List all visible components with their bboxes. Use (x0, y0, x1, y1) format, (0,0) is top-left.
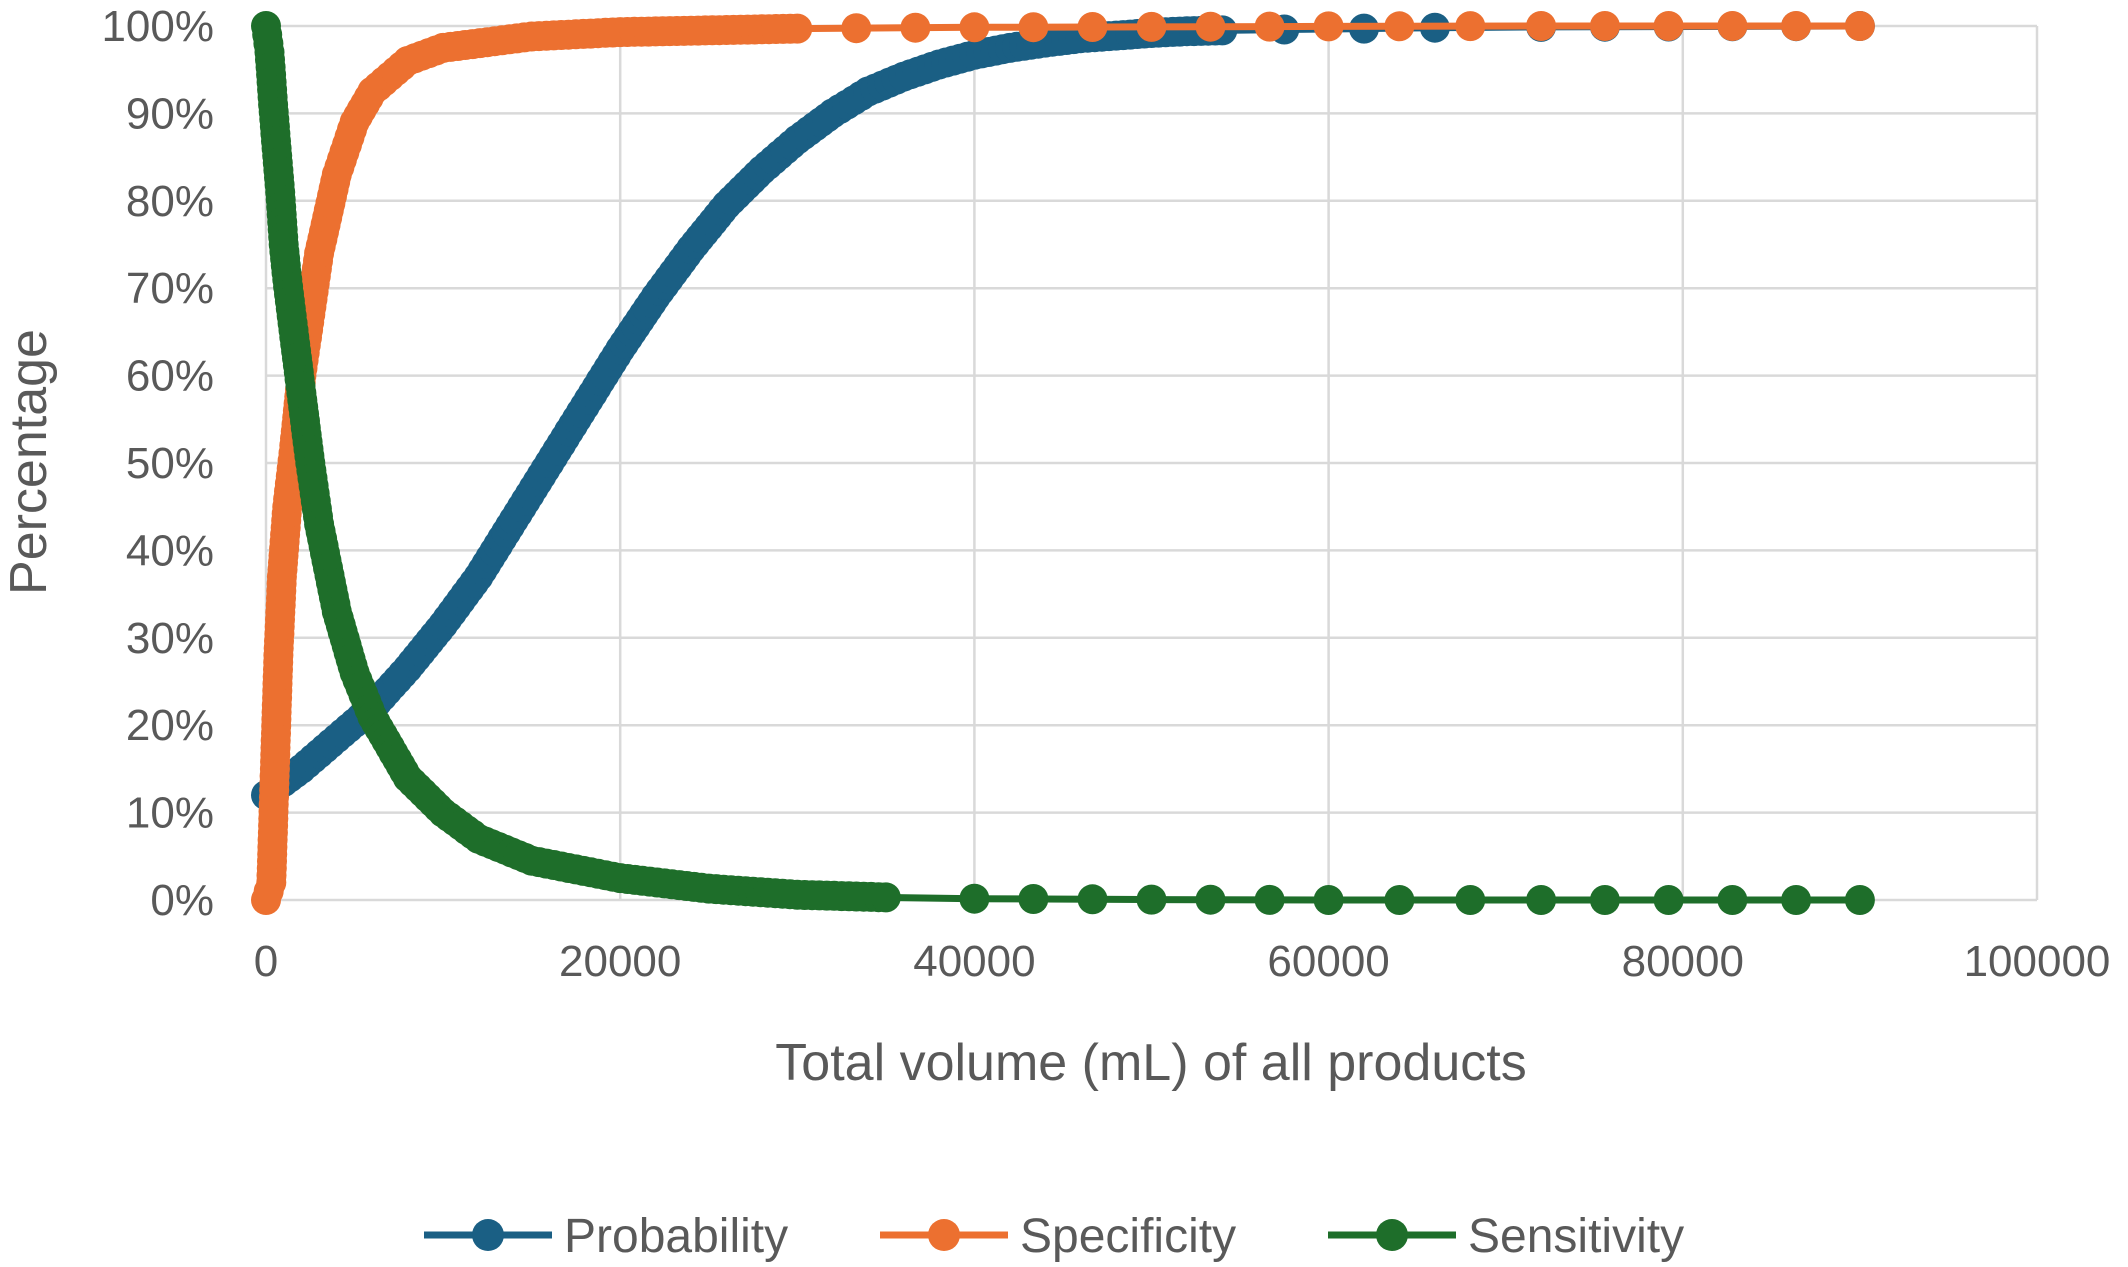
data-point (1195, 884, 1226, 915)
data-point (1653, 11, 1684, 41)
data-point (1589, 11, 1620, 41)
x-tick-label: 60000 (1267, 937, 1389, 986)
x-tick-label: 80000 (1622, 937, 1744, 986)
data-point (1077, 12, 1108, 42)
data-point (870, 882, 901, 913)
legend-marker (472, 1219, 504, 1251)
data-point (1384, 885, 1415, 915)
data-point (1195, 11, 1226, 42)
legend-item-specificity: Specificity (880, 1210, 1236, 1263)
x-tick-label: 100000 (1964, 937, 2111, 986)
data-point (1781, 885, 1812, 915)
data-point (1526, 885, 1557, 915)
data-point (1717, 11, 1748, 41)
x-tick-label: 40000 (913, 937, 1035, 986)
legend-item-probability: Probability (424, 1210, 788, 1263)
data-point (1717, 885, 1748, 915)
grid-lines (264, 24, 2039, 902)
y-tick-label: 0% (150, 876, 214, 925)
data-point (959, 883, 990, 914)
y-tick-label: 100% (101, 2, 214, 51)
data-point (1384, 11, 1415, 42)
data-point (1018, 884, 1049, 914)
legend-label: Sensitivity (1468, 1210, 1684, 1263)
legend-marker (928, 1219, 960, 1251)
x-axis-title: Total volume (mL) of all products (775, 1034, 1526, 1092)
legend: Probability Specificity Sensitivity (424, 1210, 1684, 1263)
series-line (263, 22, 1860, 798)
x-tick-label: 0 (254, 937, 278, 986)
data-point (1781, 11, 1812, 41)
legend-label: Specificity (1020, 1210, 1236, 1263)
data-point (841, 13, 872, 44)
data-point (1313, 885, 1344, 915)
data-point (1844, 885, 1875, 915)
data-point (1018, 12, 1049, 43)
data-point (1589, 885, 1620, 915)
legend-item-sensitivity: Sensitivity (1328, 1210, 1684, 1263)
data-point (1313, 11, 1344, 42)
axis-tick-labels: 0% 10% 20% 30% 40% 50% 60% 70% 80% 90% 100% 0 20000 4… (101, 2, 2110, 986)
series-probability (251, 11, 1875, 811)
data-point (1844, 11, 1875, 41)
data-point (900, 12, 931, 43)
y-tick-label: 40% (126, 526, 214, 575)
legend-label: Probability (564, 1210, 788, 1263)
y-tick-label: 30% (126, 614, 214, 663)
y-tick-label: 20% (126, 701, 214, 750)
y-tick-label: 80% (126, 177, 214, 226)
legend-marker (1376, 1219, 1408, 1251)
y-tick-label: 10% (126, 789, 214, 838)
data-point (1136, 884, 1167, 915)
data-point (1526, 11, 1557, 41)
series-sensitivity (251, 11, 1875, 915)
data-point (1653, 885, 1684, 915)
y-tick-label: 70% (126, 264, 214, 313)
data-point (1077, 884, 1108, 915)
data-point (1254, 884, 1285, 915)
x-tick-label: 20000 (559, 937, 681, 986)
data-point (1455, 885, 1486, 915)
y-axis-title: Percentage (0, 329, 58, 595)
y-tick-label: 50% (126, 439, 214, 488)
data-point (782, 13, 813, 44)
y-tick-label: 60% (126, 352, 214, 401)
data-point (959, 12, 990, 43)
plot-area (251, 11, 1875, 915)
data-point (1254, 11, 1285, 42)
data-point (1136, 11, 1167, 42)
data-point (1455, 11, 1486, 42)
y-tick-label: 90% (126, 89, 214, 138)
